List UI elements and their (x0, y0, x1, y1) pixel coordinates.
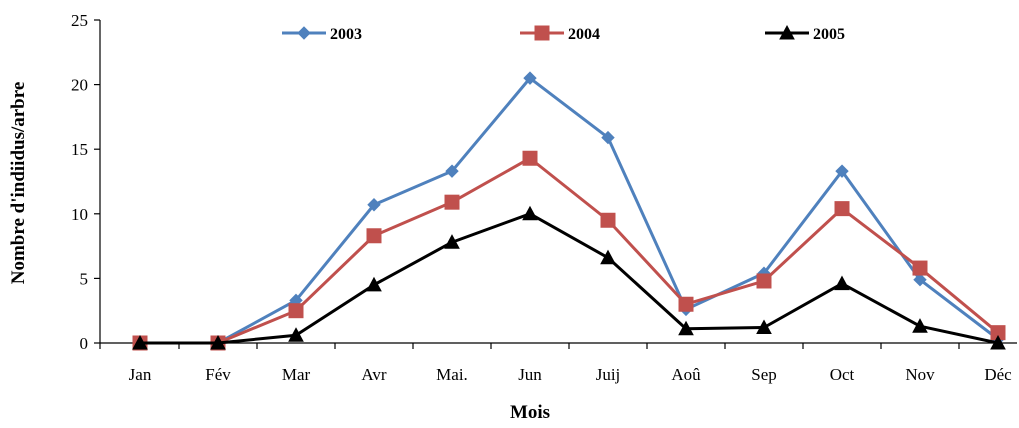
legend-label: 2005 (813, 26, 845, 43)
y-axis-title: Nombre d'indiidus/arbre (8, 82, 29, 285)
y-tick-label: 20 (71, 76, 88, 95)
data-point-2003 (835, 164, 849, 178)
x-tick-label: Jun (518, 365, 542, 384)
x-tick-label: Avr (361, 365, 387, 384)
y-tick-label: 10 (71, 205, 88, 224)
data-point-2004 (756, 273, 772, 289)
y-tick-label: 25 (71, 11, 88, 30)
legend-item-2003: 2003 (282, 26, 362, 43)
axes: 0 5 10 15 20 25 Jan Fév Mar Avr Mai. Jun Juij Aoû Sep O… (71, 11, 1017, 384)
data-point-2005 (990, 334, 1006, 350)
x-tick-label: Mai. (436, 365, 468, 384)
legend-marker (779, 24, 795, 40)
data-point-2003 (601, 130, 615, 145)
x-tick-label: Fév (205, 365, 231, 384)
data-point-2005 (912, 318, 928, 333)
data-point-2005 (834, 275, 850, 291)
data-point-2004 (600, 212, 616, 228)
series-layer (132, 71, 1006, 351)
legend-item-2005: 2005 (765, 24, 845, 43)
data-point-2004 (522, 150, 538, 166)
x-tick-label: Juij (596, 365, 621, 384)
data-point-2003 (523, 71, 537, 85)
x-tick-label: Déc (984, 365, 1012, 384)
data-point-2005 (132, 334, 148, 350)
data-point-2005 (756, 319, 772, 334)
data-point-2005 (366, 276, 382, 292)
x-axis-title: Mois (510, 402, 550, 423)
legend-item-2004: 2004 (520, 25, 600, 43)
data-point-2004 (678, 296, 694, 312)
data-point-2005 (600, 249, 616, 265)
data-point-2005 (444, 234, 460, 249)
data-point-2004 (288, 303, 304, 319)
data-point-2003 (913, 272, 927, 287)
data-point-2003 (445, 164, 459, 178)
x-tick-label: Nov (905, 365, 935, 384)
data-point-2005 (210, 334, 226, 350)
data-point-2004 (444, 194, 460, 210)
legend-marker (297, 26, 311, 40)
series-2004 (132, 150, 1006, 351)
series-2005 (132, 205, 1006, 350)
x-tick-label: Jan (129, 365, 152, 384)
data-point-2005 (288, 327, 304, 342)
x-tick-label: Oct (830, 365, 855, 384)
y-tick-label: 0 (80, 334, 89, 353)
legend-label: 2004 (568, 26, 600, 43)
data-point-2004 (366, 228, 382, 244)
series-line-2005 (140, 212, 999, 345)
legend: 2003 2004 2005 (282, 24, 845, 43)
x-tick-label: Mar (282, 365, 311, 384)
series-line-2003 (140, 76, 999, 345)
data-point-2005 (678, 320, 694, 336)
data-point-2003 (367, 198, 381, 212)
series-2003 (133, 71, 1005, 350)
x-tick-label: Aoû (671, 365, 701, 384)
legend-marker (534, 25, 550, 41)
legend-label: 2003 (330, 26, 362, 43)
x-tick-label: Sep (751, 365, 777, 384)
data-point-2005 (522, 205, 538, 221)
series-line-2004 (140, 156, 999, 345)
y-tick-label: 15 (71, 140, 88, 159)
y-tick-label: 5 (80, 269, 89, 288)
data-point-2004 (834, 201, 850, 217)
data-point-2004 (912, 260, 928, 276)
